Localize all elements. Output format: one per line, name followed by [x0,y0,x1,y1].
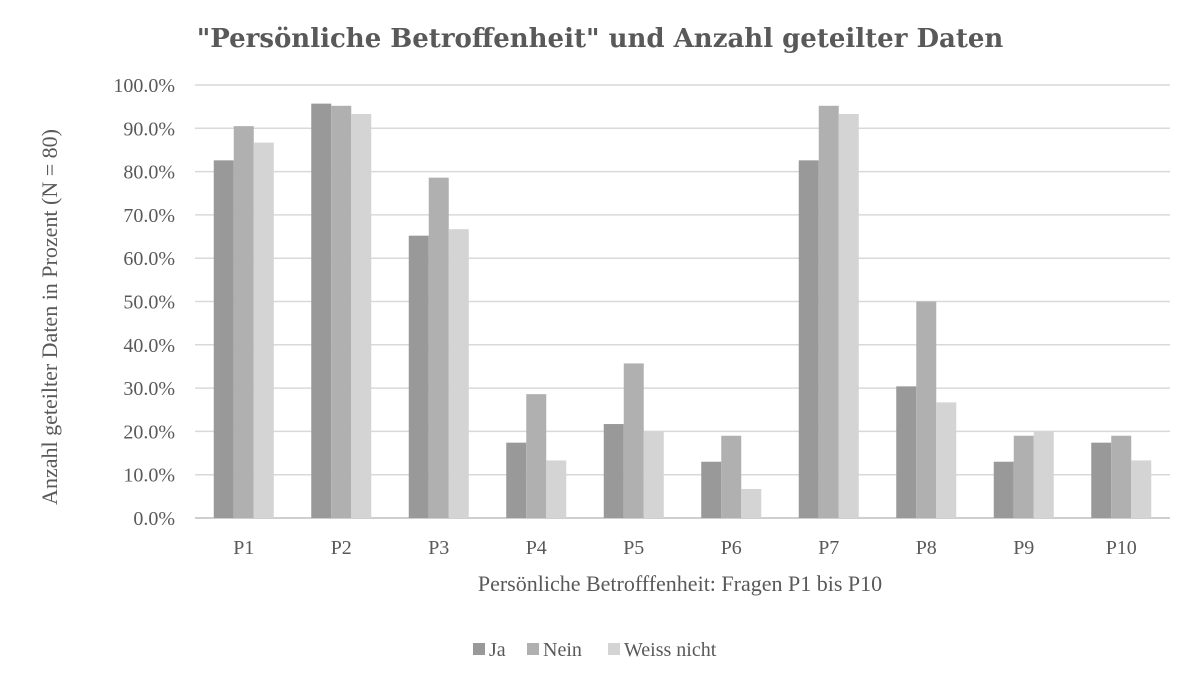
y-tick-label: 50.0% [123,292,175,314]
bar-p10-weiss-nicht [1131,460,1152,518]
bar-p7-weiss-nicht [838,114,859,519]
x-axis-ticks: P1 P2 P3 P4 P5 P6 P7 P8 P9 P10 [233,537,1137,559]
legend: Ja Nein Weiss nicht [473,639,717,661]
bar-p9-weiss-nicht [1033,431,1054,518]
bar-p6-ja [701,461,722,518]
y-tick-label: 80.0% [123,162,175,184]
bar-p7-ja [798,160,819,519]
bar-p1-weiss-nicht [253,142,274,519]
bar-p5-weiss-nicht [643,431,664,518]
y-tick-label: 10.0% [123,465,175,487]
legend-label: Weiss nicht [624,639,717,661]
bar-p8-ja [896,386,917,518]
bar-p2-ja [311,103,332,518]
legend-swatch-weiss-nicht [608,643,620,655]
x-tick-label: P3 [428,537,449,559]
bar-p9-ja [993,461,1014,518]
x-tick-label: P2 [331,537,352,559]
y-tick-label: 100.0% [113,75,175,97]
y-tick-label: 60.0% [123,248,175,270]
legend-swatch-ja [473,643,485,655]
x-tick-label: P9 [1013,537,1034,559]
chart-title: "Persönliche Betroffenheit" und Anzahl g… [197,24,1004,54]
y-tick-label: 90.0% [123,118,175,140]
bar-p2-weiss-nicht [351,114,372,519]
legend-label: Ja [489,639,506,661]
x-tick-label: P1 [233,537,254,559]
bar-p4-ja [506,442,527,518]
y-axis-ticks: 0.0% 10.0% 20.0% 30.0% 40.0% 50.0% 60.0% 70.0% 8… [113,75,175,530]
bar-p3-nein [428,177,449,519]
x-tick-label: P5 [623,537,644,559]
y-tick-label: 70.0% [123,205,175,227]
bar-p10-nein [1111,435,1132,518]
x-tick-label: P7 [818,537,839,559]
y-tick-label: 40.0% [123,335,175,357]
x-tick-label: P8 [916,537,937,559]
bar-p6-weiss-nicht [741,488,762,518]
bar-p3-ja [408,235,429,518]
bar-p5-nein [623,363,644,518]
bar-p4-weiss-nicht [546,460,567,518]
x-tick-label: P4 [526,537,547,559]
bar-p8-weiss-nicht [936,402,957,518]
bar-p3-weiss-nicht [448,229,469,518]
y-tick-label: 30.0% [123,378,175,400]
bar-p2-nein [331,105,352,518]
bar-p9-nein [1013,435,1034,518]
bar-p6-nein [721,435,742,518]
bar-p4-nein [526,394,547,518]
legend-label: Nein [543,639,582,661]
legend-swatch-nein [527,643,539,655]
bar-p1-ja [213,160,234,519]
x-axis-label: Persönliche Betrofffenheit: Fragen P1 bi… [478,571,882,596]
bar-p8-nein [916,301,937,518]
y-axis-label: Anzahl geteilter Daten in Prozent (N = 8… [37,129,62,505]
bar-p5-ja [603,424,624,518]
bar-p7-nein [818,105,839,518]
bar-p1-nein [233,126,254,518]
bar-p10-ja [1091,442,1112,518]
bars [213,103,1152,519]
y-tick-label: 20.0% [123,421,175,443]
x-tick-label: P6 [721,537,742,559]
y-tick-label: 0.0% [133,508,175,530]
x-tick-label: P10 [1106,537,1137,559]
